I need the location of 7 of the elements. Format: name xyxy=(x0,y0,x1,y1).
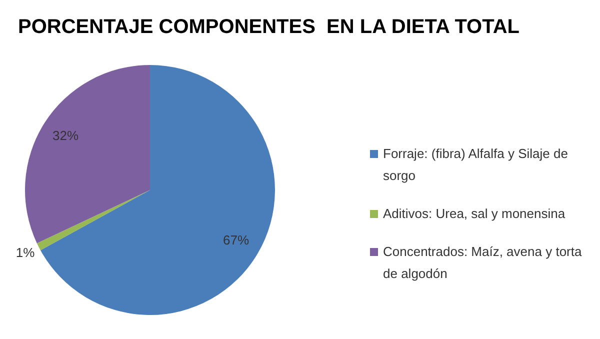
data-label: 32% xyxy=(52,128,80,143)
data-label: 67% xyxy=(223,232,250,248)
chart-title: PORCENTAJE COMPONENTES EN LA DIETA TOTAL xyxy=(18,16,520,39)
legend-label: Aditivos: Urea, sal y monensina xyxy=(383,205,566,223)
data-label: 1% xyxy=(16,245,36,260)
legend-label: Forraje: (fibra) Alfalfa y Silaje de sorgo xyxy=(383,145,569,185)
legend-label: Concentrados: Maíz, avena y torta de algodón xyxy=(383,243,583,283)
